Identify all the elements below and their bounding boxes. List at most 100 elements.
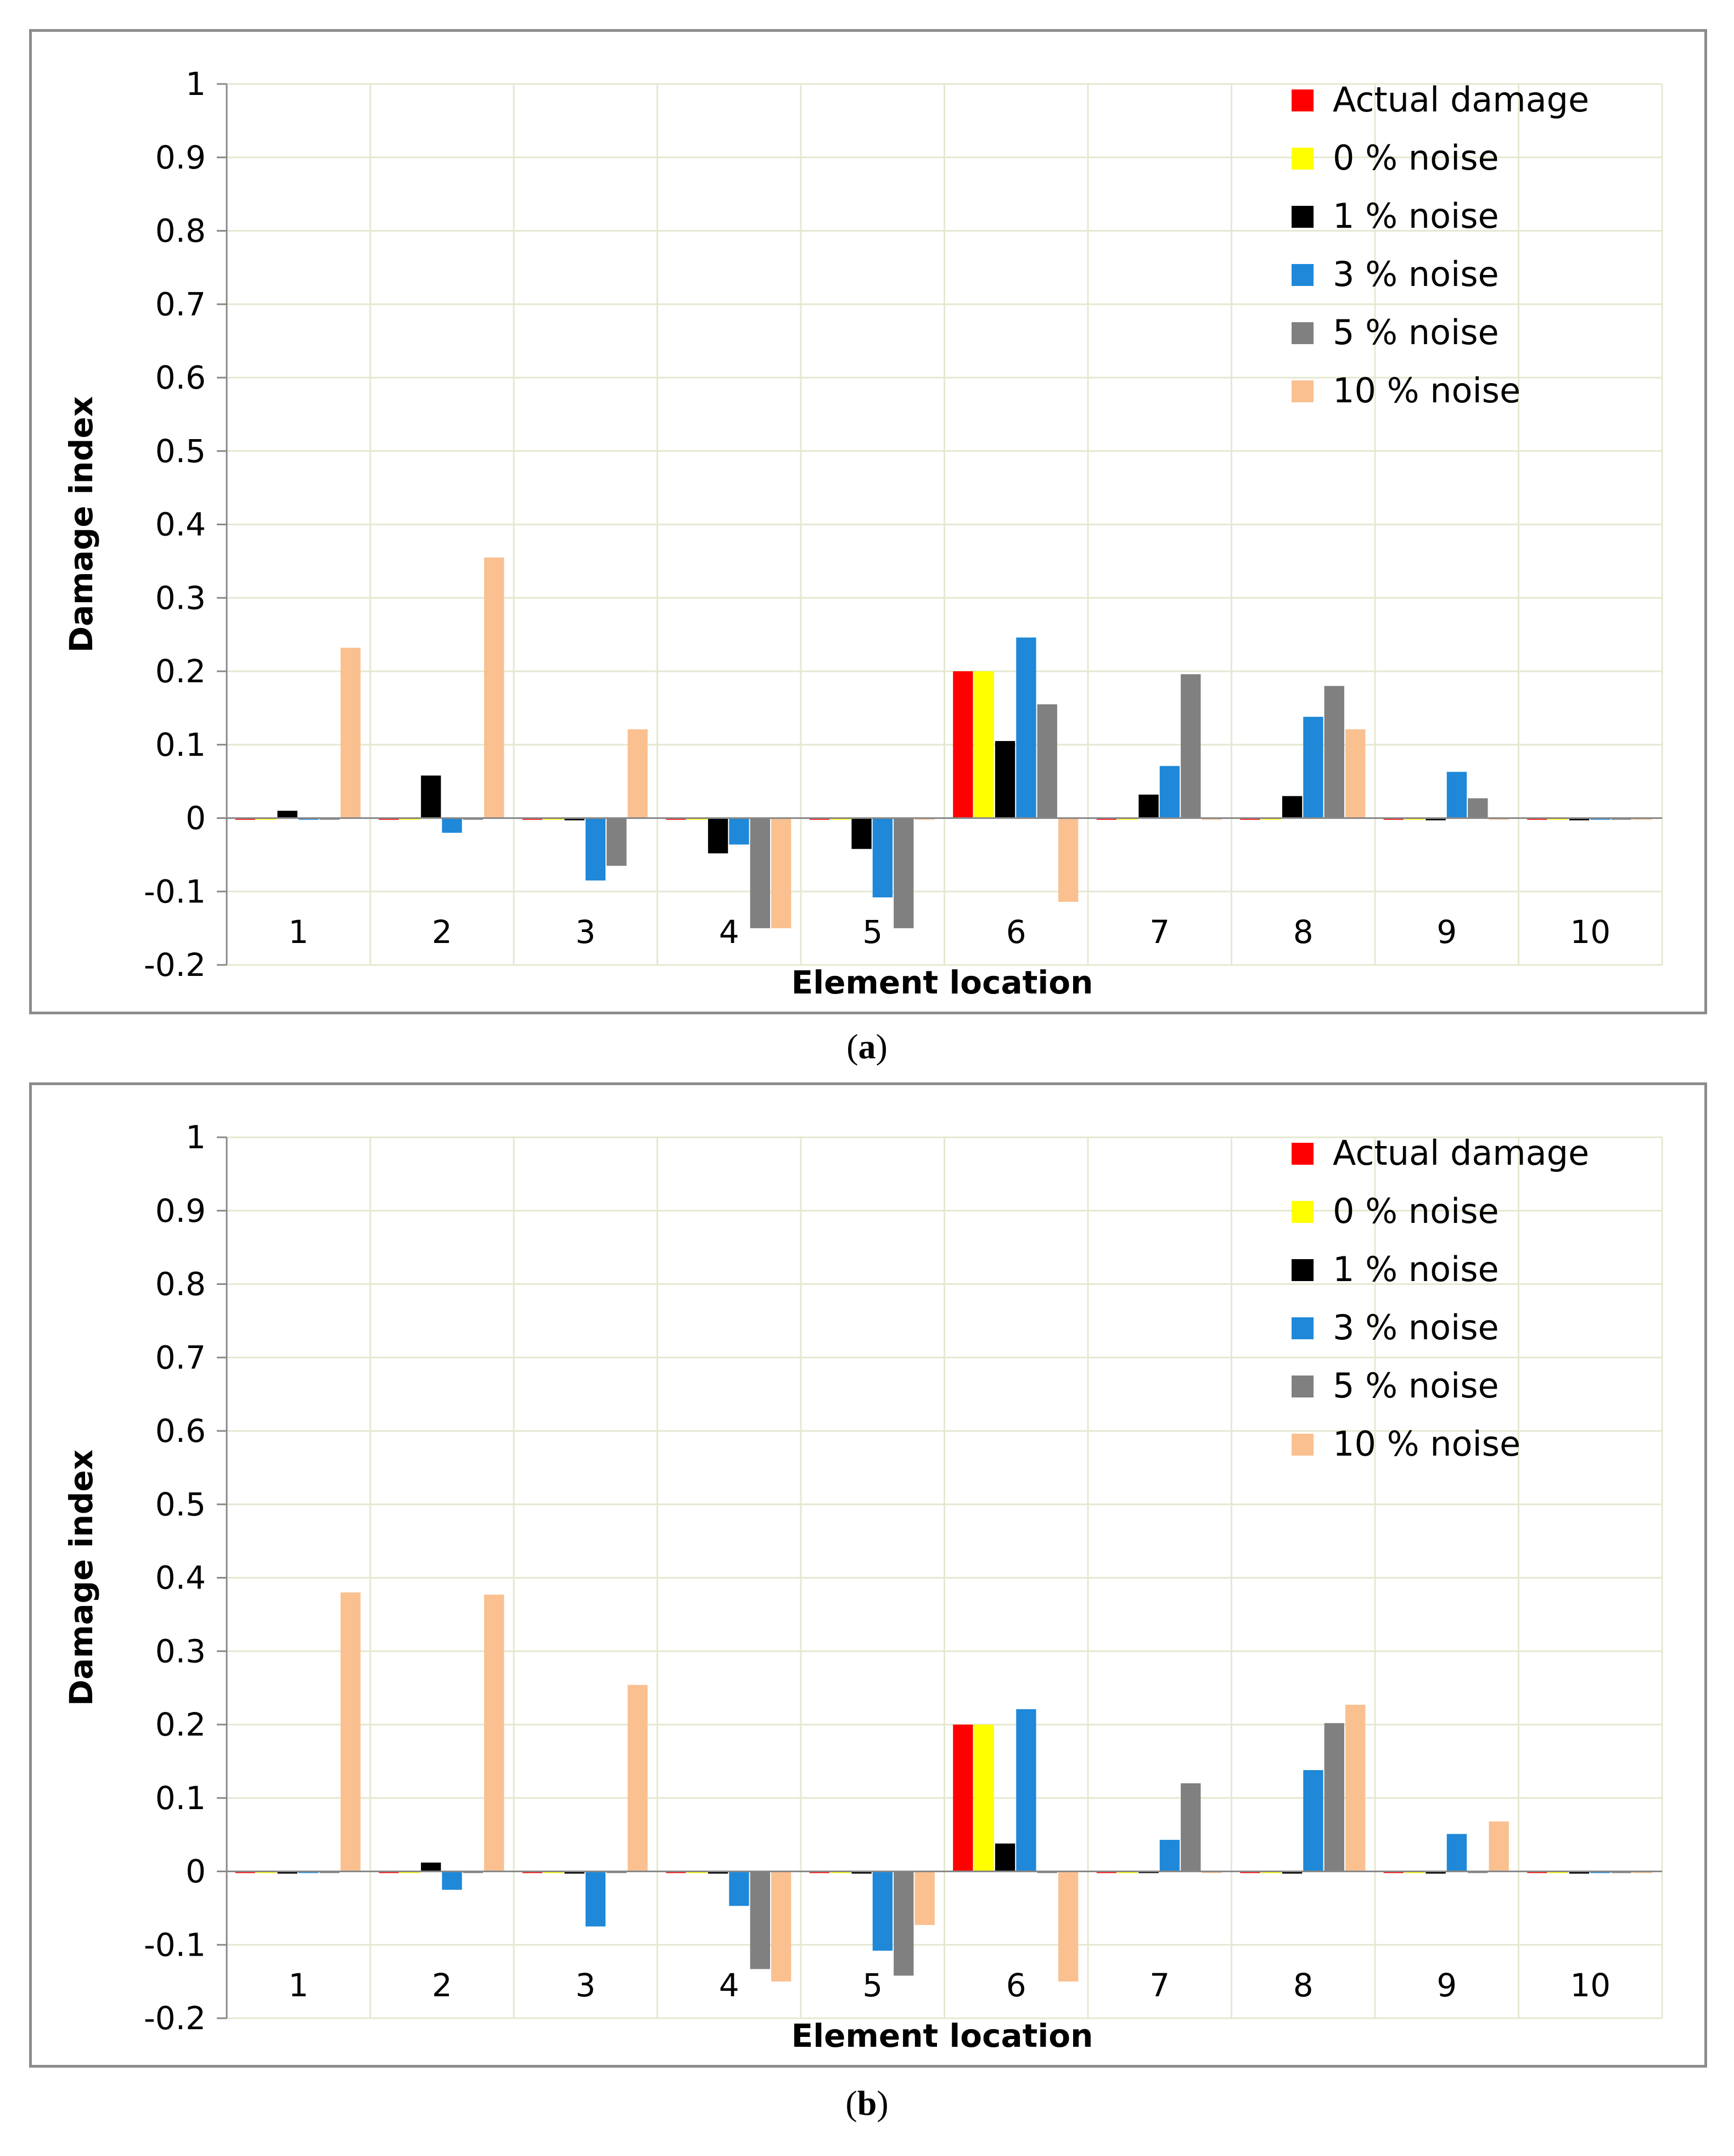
c1-legend-label-0: Actual damage [1333,1133,1589,1173]
c0-ytick-label: 0.6 [155,359,206,396]
c0-x-axis-title: Element location [792,964,1093,1001]
c0-xtick-label: 3 [575,913,596,951]
chart-panel-b: -0.2 -0.1 0 0.1 0.2 0.3 0.4 0.5 0.6 0.7 0.8 0.9 1 1 2 3… [29,1082,1707,2068]
c1-bar-s3-c5 [1016,1709,1036,1872]
c1-bar-s4-c3 [750,1871,770,1969]
c0-bar-s4-c8 [1468,798,1488,818]
c1-ytick-label: 0.3 [155,1632,206,1670]
c1-ytick-label: -0.1 [144,1926,206,1963]
chart-panel-a: -0.2 -0.1 0 0.1 0.2 0.3 0.4 0.5 0.6 0.7 0.8 0.9 1 1 2 3… [29,29,1707,1014]
c0-bar-s2-c9 [1569,818,1590,821]
c0-ytick-label: 0 [186,800,206,837]
c1-legend-swatch-3 [1292,1317,1314,1339]
c0-legend-label-2: 1 % noise [1333,196,1499,236]
c1-xtick-label: 5 [862,1967,883,2004]
c1-ytick-label: 1 [186,1119,206,1156]
c1-legend-label-2: 1 % noise [1333,1249,1499,1289]
c1-bar-s5-c0 [340,1592,361,1872]
c1-xtick-label: 4 [719,1967,739,2004]
c0-ytick-label: 0.5 [155,433,206,470]
c1-bar-s4-c6 [1181,1783,1201,1872]
c1-bar-s2-c7 [1282,1871,1303,1874]
c0-xtick-label: 8 [1293,913,1314,951]
c0-legend-label-4: 5 % noise [1333,312,1499,352]
c0-bar-s4-c3 [750,818,770,929]
c1-bar-s2-c2 [564,1871,585,1874]
caption-a-label: a [858,1027,876,1066]
c1-xtick-label: 8 [1293,1967,1314,2004]
chart-b: -0.2 -0.1 0 0.1 0.2 0.3 0.4 0.5 0.6 0.7 0.8 0.9 1 1 2 3… [63,1119,1663,2054]
c0-bar-s3-c4 [872,818,893,897]
c1-ytick-label: 0.4 [155,1559,206,1597]
c0-bar-s4-c4 [894,818,914,929]
c0-legend-label-0: Actual damage [1333,80,1589,120]
c1-bar-s5-c5 [1058,1871,1079,1982]
c1-bar-s2-c1 [420,1862,441,1872]
c0-bar-s2-c3 [708,818,728,854]
c1-bar-s5-c8 [1489,1821,1509,1872]
c1-bar-s0-c5 [953,1725,973,1872]
c1-ytick-label: 0.8 [155,1266,206,1303]
c0-ytick-label: -0.1 [144,873,206,910]
c1-bar-s3-c4 [872,1871,893,1951]
c0-legend-label-5: 10 % noise [1333,370,1520,411]
c1-x-axis-title: Element location [792,2017,1093,2054]
c1-bar-s5-c1 [484,1594,504,1872]
c1-bar-s2-c8 [1426,1871,1446,1874]
c1-legend-swatch-0 [1292,1143,1314,1165]
caption-a: (a) [846,1027,888,1066]
c1-bar-s4-c4 [894,1871,914,1976]
c0-bar-s5-c0 [340,648,361,818]
c0-bar-s3-c5 [1016,637,1036,818]
c1-ytick-label: 0.7 [155,1339,206,1376]
c1-bar-s2-c9 [1569,1871,1590,1874]
c1-bar-s3-c3 [729,1871,749,1906]
c0-ytick-label: 0.8 [155,212,206,250]
c0-ytick-label: 0.7 [155,285,206,323]
c1-ytick-label: -0.2 [144,2000,206,2037]
c0-bar-s5-c5 [1058,818,1079,902]
c1-legend-swatch-1 [1292,1201,1314,1223]
c1-bar-s2-c4 [851,1871,872,1874]
c1-bar-s3-c6 [1159,1839,1180,1872]
c0-bar-s5-c7 [1345,729,1366,818]
c0-bar-s3-c1 [442,818,462,833]
c1-xtick-label: 6 [1006,1967,1026,2004]
c1-xtick-label: 7 [1149,1967,1170,2004]
c1-bar-s5-c2 [627,1685,648,1872]
c0-bar-s3-c6 [1159,766,1180,818]
c0-xtick-label: 6 [1006,913,1026,951]
c1-legend-label-3: 3 % noise [1333,1307,1499,1348]
c0-bar-s3-c8 [1446,772,1467,818]
c0-xtick-label: 7 [1149,913,1170,951]
c1-ytick-label: 0.1 [155,1779,206,1817]
c1-bar-s2-c5 [995,1843,1015,1872]
c0-bar-s3-c2 [585,818,606,881]
c1-legend-swatch-2 [1292,1259,1314,1281]
c0-bar-s2-c7 [1282,796,1303,818]
c0-ytick-label: 1 [186,65,206,103]
c1-bar-s2-c0 [277,1871,298,1874]
c1-legend-label-1: 0 % noise [1333,1191,1499,1231]
c0-legend-swatch-1 [1292,148,1314,170]
c1-legend-swatch-4 [1292,1375,1314,1397]
c0-ytick-label: 0.4 [155,506,206,543]
c0-bar-s4-c5 [1037,704,1057,818]
c0-bar-s2-c8 [1426,818,1446,821]
c0-legend-swatch-4 [1292,322,1314,344]
c1-legend-label-4: 5 % noise [1333,1366,1499,1406]
c0-ytick-label: 0.9 [155,139,206,176]
c0-bar-s4-c7 [1324,686,1344,818]
c1-bar-s5-c7 [1345,1704,1366,1872]
c1-ytick-label: 0.9 [155,1192,206,1229]
c0-bar-s3-c3 [729,818,749,845]
c1-bar-s3-c8 [1446,1834,1467,1872]
c0-bar-s4-c2 [607,818,627,866]
c0-bar-s3-c7 [1303,716,1323,818]
c1-xtick-label: 2 [432,1967,452,2004]
c0-legend-swatch-0 [1292,89,1314,111]
c1-xtick-label: 3 [575,1967,596,2004]
c1-bar-s3-c1 [442,1871,462,1890]
c1-ytick-label: 0 [186,1853,206,1890]
c0-xtick-label: 2 [432,913,452,951]
